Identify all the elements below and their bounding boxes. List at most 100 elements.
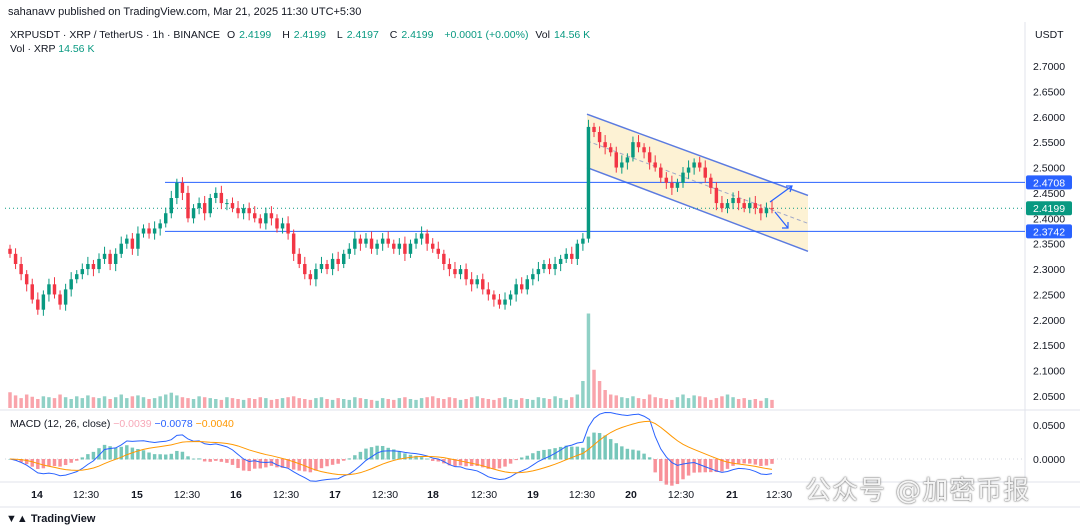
macd-histogram-bar xyxy=(725,459,730,469)
volume-bar xyxy=(125,398,129,408)
macd-histogram-bar xyxy=(597,432,602,460)
macd-histogram-bar xyxy=(241,459,246,471)
time-tick-label: 12:30 xyxy=(273,489,299,501)
tradingview-logo: ▼▲ TradingView xyxy=(6,513,96,525)
candle-body xyxy=(147,228,151,234)
volume-bar xyxy=(748,399,752,408)
price-tick-label: 2.1500 xyxy=(1033,340,1065,352)
candle-body xyxy=(497,299,502,305)
volume-bar xyxy=(152,398,157,408)
candle-body xyxy=(397,243,402,249)
candle-body xyxy=(102,253,107,259)
channel-lower-line xyxy=(586,166,809,253)
time-tick-label: 12:30 xyxy=(471,489,497,501)
candle-body xyxy=(119,243,123,254)
volume-bar xyxy=(269,399,274,408)
candle-body xyxy=(531,274,535,280)
macd-histogram-bar xyxy=(353,455,357,460)
candle-body xyxy=(458,269,463,275)
macd-histogram-bar xyxy=(614,443,618,460)
volume-bar xyxy=(664,399,669,408)
volume-bar xyxy=(197,396,201,408)
macd-histogram-bar xyxy=(736,459,741,464)
macd-histogram-bar xyxy=(675,459,680,485)
candle-body xyxy=(41,294,46,310)
macd-histogram-bar xyxy=(570,446,574,460)
macd-histogram-bar xyxy=(692,459,696,473)
symbol-name[interactable]: XRPUSDT · XRP / TetherUS · 1h · BINANCE xyxy=(10,29,221,41)
level-price-label: 2.4708 xyxy=(1033,177,1065,189)
volume-bar xyxy=(636,398,641,408)
candle-body xyxy=(419,233,424,239)
volume-bar xyxy=(686,398,691,408)
volume-bar xyxy=(286,397,290,408)
macd-histogram-bar xyxy=(748,459,752,464)
candle-body xyxy=(8,248,12,254)
candle-body xyxy=(753,203,758,209)
candle-body xyxy=(91,264,96,270)
volume-bar xyxy=(464,399,468,408)
candle-body xyxy=(369,238,374,249)
macd-histogram-bar xyxy=(392,449,396,460)
candle-body xyxy=(508,294,513,300)
macd-histogram-bar xyxy=(202,459,207,462)
macd-signal-line xyxy=(9,420,773,476)
candle-body xyxy=(80,269,85,275)
volume-bar xyxy=(703,397,707,408)
macd-histogram-bar xyxy=(364,448,368,460)
time-tick-label: 15 xyxy=(131,489,143,501)
volume-bar xyxy=(136,395,140,408)
candle-body xyxy=(247,208,251,214)
currency-label[interactable]: USDT xyxy=(1035,29,1064,41)
volume-bar xyxy=(80,398,85,408)
candle-body xyxy=(686,167,691,173)
vol-value: Vol 14.56 K xyxy=(535,29,591,41)
candle-body xyxy=(241,208,246,214)
candle-body xyxy=(191,208,196,219)
macd-legend: MACD (12, 26, close) −0.0039 −0.0078 −0.… xyxy=(10,418,234,430)
volume-bar xyxy=(536,397,541,408)
volume-bar xyxy=(108,399,112,408)
macd-histogram-bar xyxy=(336,459,340,464)
candle-body xyxy=(314,269,318,280)
macd-histogram-bar xyxy=(175,450,179,460)
volume-bar xyxy=(264,398,268,408)
volume-bar xyxy=(458,399,463,408)
candle-body xyxy=(47,284,51,295)
candle-body xyxy=(330,258,335,270)
candle-body xyxy=(736,198,741,204)
candle-body xyxy=(269,213,274,219)
candle-body xyxy=(63,289,68,305)
time-tick-label: 12:30 xyxy=(668,489,694,501)
price-tick-label: 2.5500 xyxy=(1033,137,1065,149)
volume-bar xyxy=(558,398,563,408)
price-tick-label: 2.0500 xyxy=(1033,391,1065,403)
candle-body xyxy=(464,269,468,280)
time-tick-label: 21 xyxy=(726,489,738,501)
candle-body xyxy=(481,279,485,290)
price-tick-label: 2.2000 xyxy=(1033,315,1065,327)
candle-body xyxy=(553,264,557,270)
volume-bar xyxy=(275,399,279,408)
macd-histogram-bar xyxy=(542,449,546,460)
macd-tick-label: 0.0500 xyxy=(1033,420,1065,432)
macd-histogram-bar xyxy=(458,459,463,466)
macd-histogram-bar xyxy=(636,450,641,460)
candle-body xyxy=(525,279,529,290)
macd-histogram-bar xyxy=(770,459,774,464)
price-tick-label: 2.6000 xyxy=(1033,112,1065,124)
macd-histogram-bar xyxy=(369,447,374,460)
volume-bar xyxy=(247,398,251,408)
breakdown-arrow-down-icon xyxy=(774,211,789,229)
candle-body xyxy=(347,248,352,254)
candle-body xyxy=(236,208,240,214)
volume-bar xyxy=(191,399,196,408)
volume-bar xyxy=(403,397,407,408)
candle-body xyxy=(341,253,346,264)
volume-bar xyxy=(130,396,135,408)
macd-histogram-bar xyxy=(625,448,630,460)
macd-histogram-bar xyxy=(113,447,118,460)
volume-bar xyxy=(647,394,652,408)
candle-body xyxy=(564,253,568,259)
